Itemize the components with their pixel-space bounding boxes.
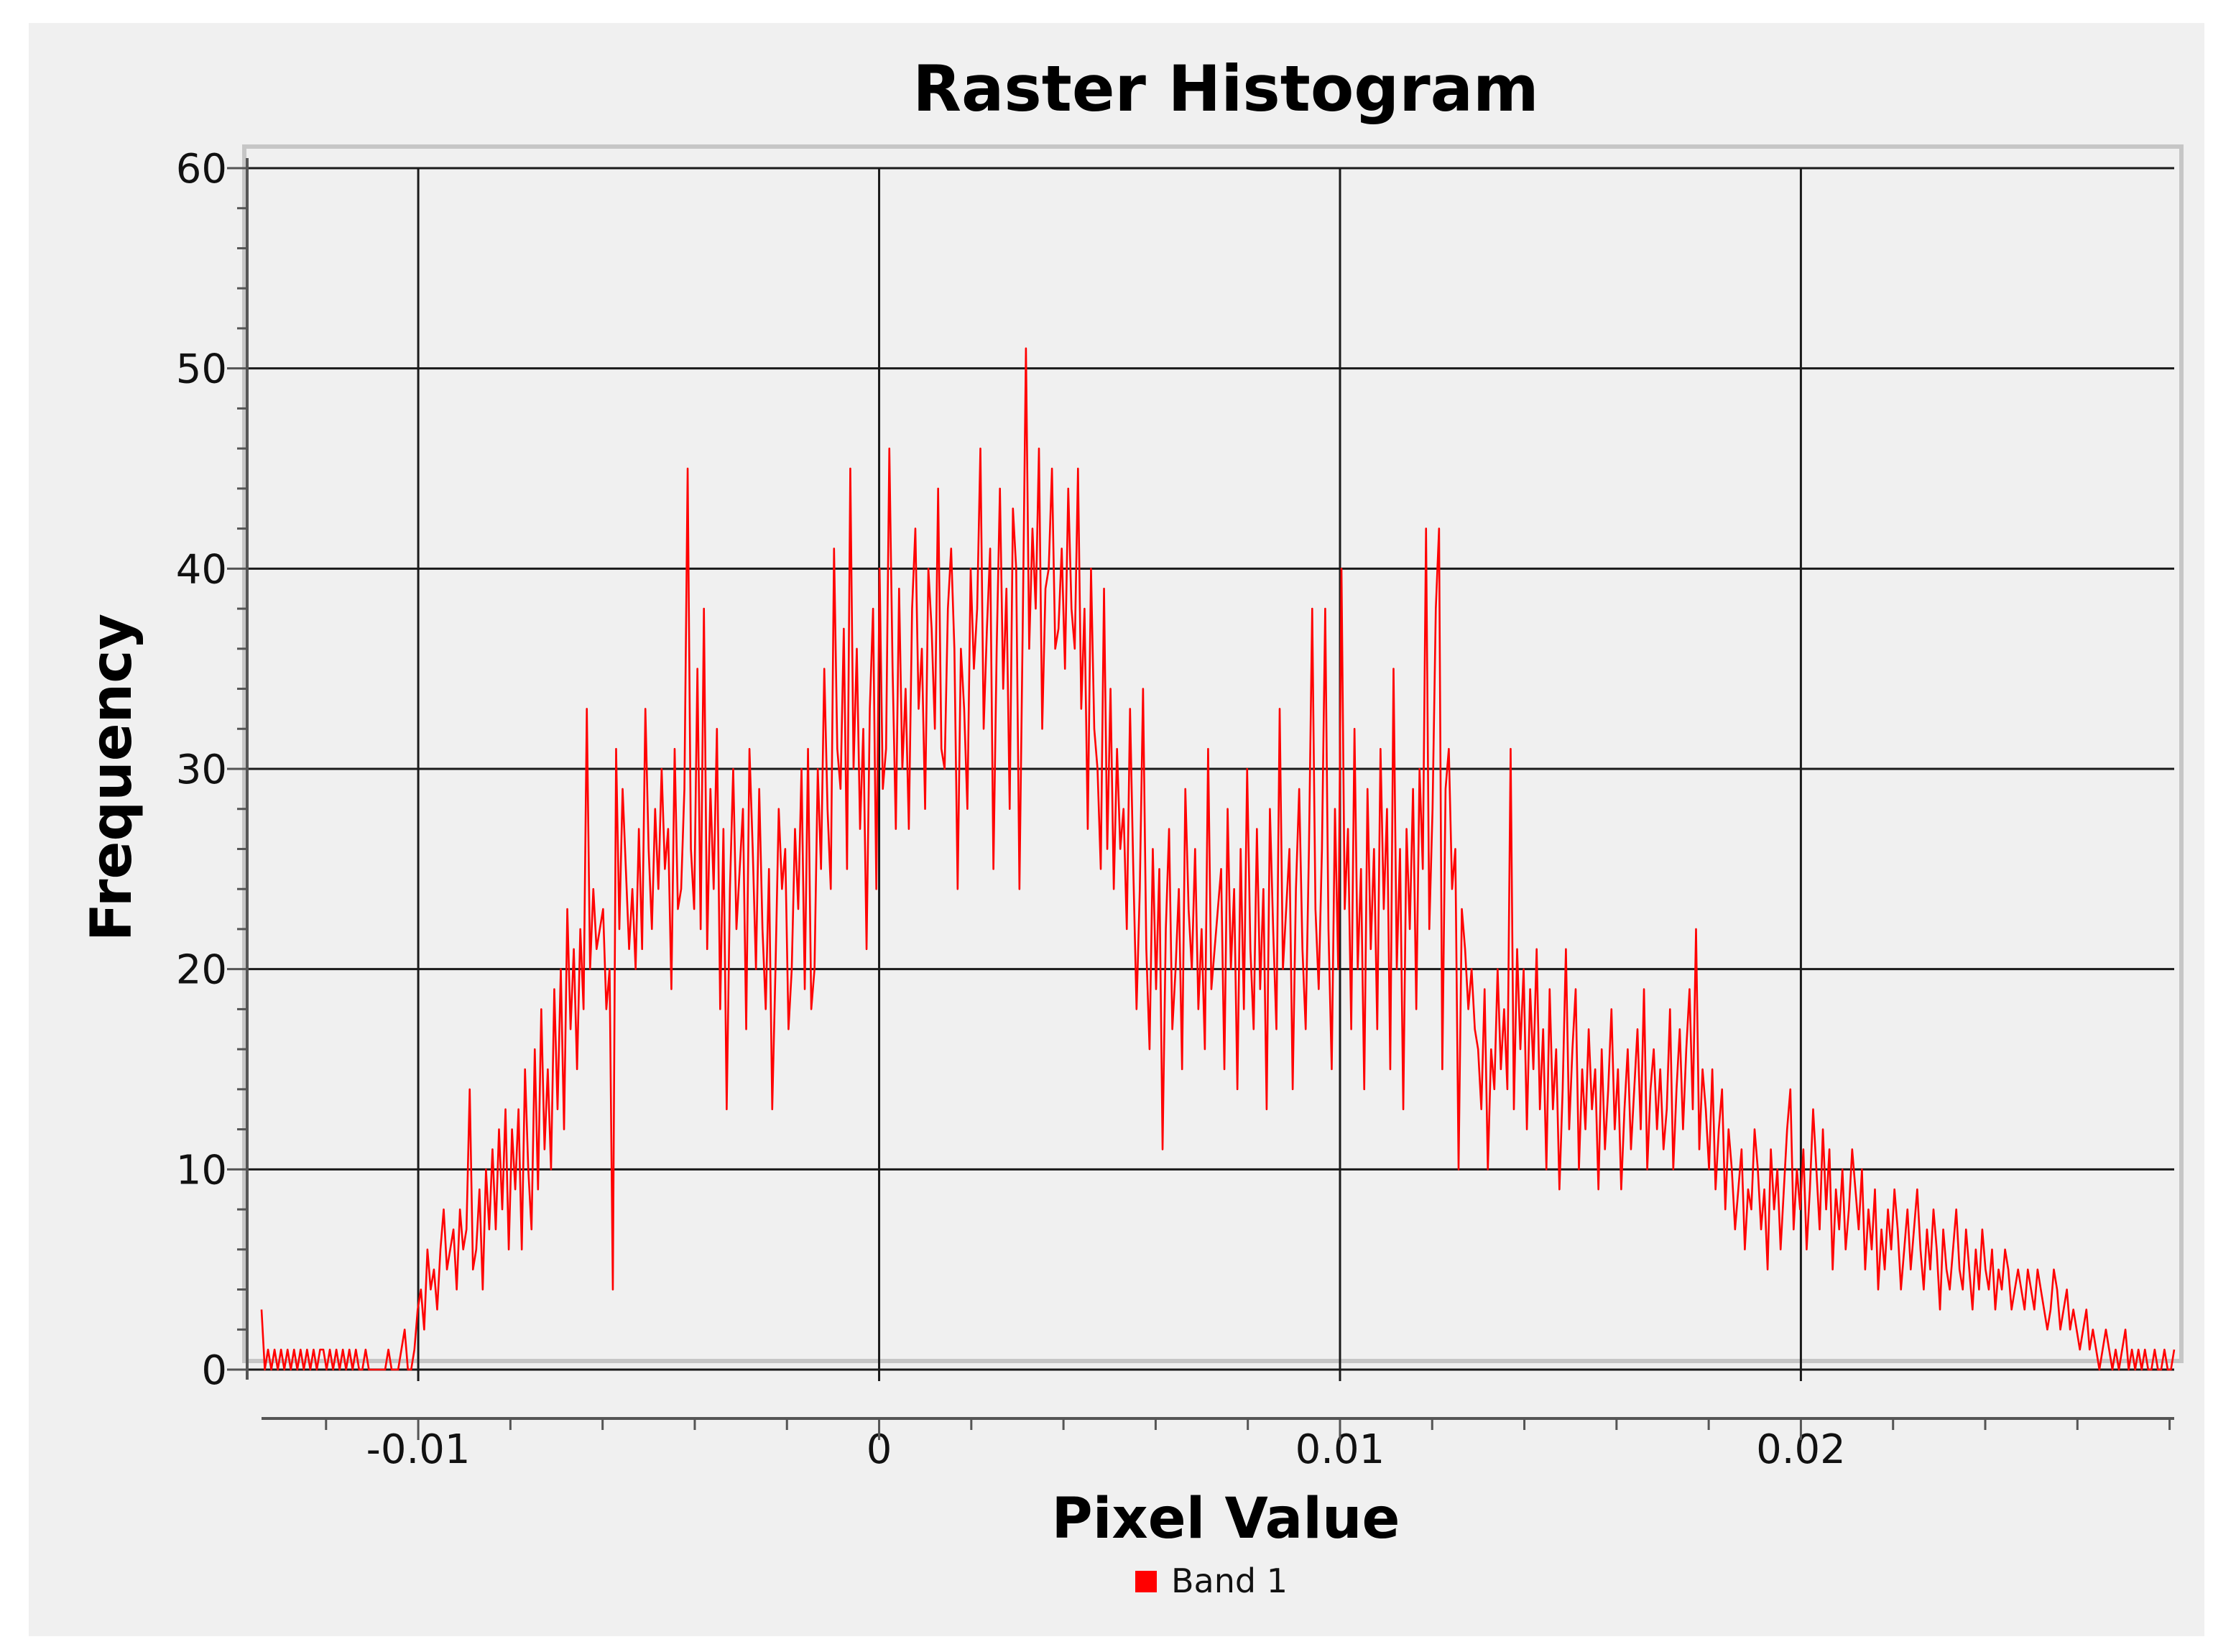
legend-label-band-1: Band 1 xyxy=(1171,1561,1288,1600)
x-axis-title: Pixel Value xyxy=(1052,1487,1400,1551)
legend: Band 1 xyxy=(1135,1561,1288,1600)
y-axis-title: Frequency xyxy=(80,614,144,942)
y-tick-label: 20 xyxy=(176,947,227,994)
y-tick-label: 10 xyxy=(176,1147,227,1194)
plot-area xyxy=(242,144,2184,1363)
series-layer xyxy=(260,347,2176,1371)
y-tick-label: 40 xyxy=(176,546,227,593)
y-tick-label: 50 xyxy=(176,346,227,393)
y-tick-label: 60 xyxy=(176,146,227,193)
series-line-band-1 xyxy=(260,347,2176,1371)
y-tick-label: 30 xyxy=(176,747,227,793)
chart-panel: Raster Histogram 0 10 20 30 40 50 60 -0.01 0 0.01… xyxy=(29,23,2204,1636)
chart-title: Raster Histogram xyxy=(913,52,1539,126)
y-tick-label: 0 xyxy=(201,1347,227,1394)
legend-swatch-band-1 xyxy=(1135,1571,1157,1592)
